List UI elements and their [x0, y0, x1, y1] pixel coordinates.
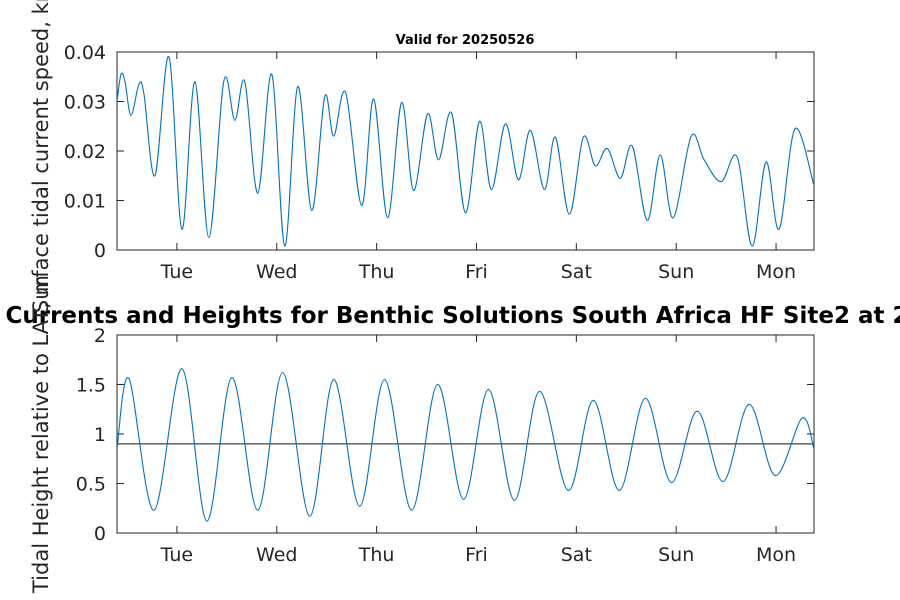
- current-speed-y-tick-label: 0.04: [64, 42, 106, 64]
- tidal-height-y-ticks: 0 0.5 1 1.5 2: [76, 325, 814, 545]
- current-speed-x-tick-label: Sun: [658, 261, 694, 283]
- current-speed-x-tick-label: Sat: [561, 261, 592, 283]
- tidal-height-x-tick-label: Thu: [358, 544, 395, 566]
- current-speed-y-tick-label: 0: [94, 240, 106, 262]
- current-speed-axes-box: [116, 51, 815, 251]
- current-speed-series-line: [116, 56, 815, 247]
- tidal-height-x-tick-label: Sun: [658, 544, 694, 566]
- current-speed-x-tick-label: Tue: [160, 261, 193, 283]
- current-speed-x-tick-label: Thu: [358, 261, 395, 283]
- current-speed-y-ticks: 0 0.01 0.02 0.03 0.04: [64, 42, 814, 262]
- tidal-height-x-tick-label: Fri: [465, 544, 488, 566]
- current-speed-y-axis-label: Surface tidal current speed, kn: [29, 0, 53, 313]
- figure-main-title: Currents and Heights for Benthic Solutio…: [5, 303, 900, 329]
- tidal-height-y-axis-label: Tidal Height relative to LAT, m: [29, 275, 53, 594]
- current-speed-panel: Tue Wed Thu Fri Sat Sun Mon 00.010.020.030.04 …: [64, 33, 815, 283]
- tidal-height-y-tick-label: 0: [94, 523, 106, 545]
- current-speed-x-ticks: Tue Wed Thu Fri Sat Sun Mon: [160, 52, 796, 283]
- tidal-height-x-tick-label: Tue: [160, 544, 193, 566]
- tidal-height-x-tick-label: Sat: [561, 544, 592, 566]
- tidal-height-y-tick-label: 1.5: [76, 375, 106, 397]
- tidal-height-y-tick-label: 2: [94, 325, 106, 347]
- current-speed-title: Valid for 20250526: [396, 33, 535, 48]
- tidal-height-y-tick-label: 0.5: [76, 474, 106, 496]
- tidal-height-panel: Tue Wed Thu Fri Sat Sun Mon 0 0.5 1 1.5 2: [76, 325, 815, 566]
- current-speed-x-tick-label: Wed: [256, 261, 297, 283]
- tidal-height-axes-box: [116, 334, 815, 534]
- current-speed-x-tick-label: Mon: [756, 261, 796, 283]
- tidal-height-x-tick-label: Mon: [756, 544, 796, 566]
- current-speed-x-tick-label: Fri: [465, 261, 488, 283]
- current-speed-y-tick-label: 0.03: [64, 92, 106, 114]
- tidal-height-y-tick-label: 1: [94, 424, 106, 446]
- tidal-height-x-ticks: Tue Wed Thu Fri Sat Sun Mon: [160, 335, 796, 566]
- current-speed-y-tick-label: 0.01: [64, 191, 106, 213]
- tidal-height-series-line: [116, 368, 815, 522]
- tidal-height-x-tick-label: Wed: [256, 544, 297, 566]
- current-speed-y-tick-label: 0.02: [64, 141, 106, 163]
